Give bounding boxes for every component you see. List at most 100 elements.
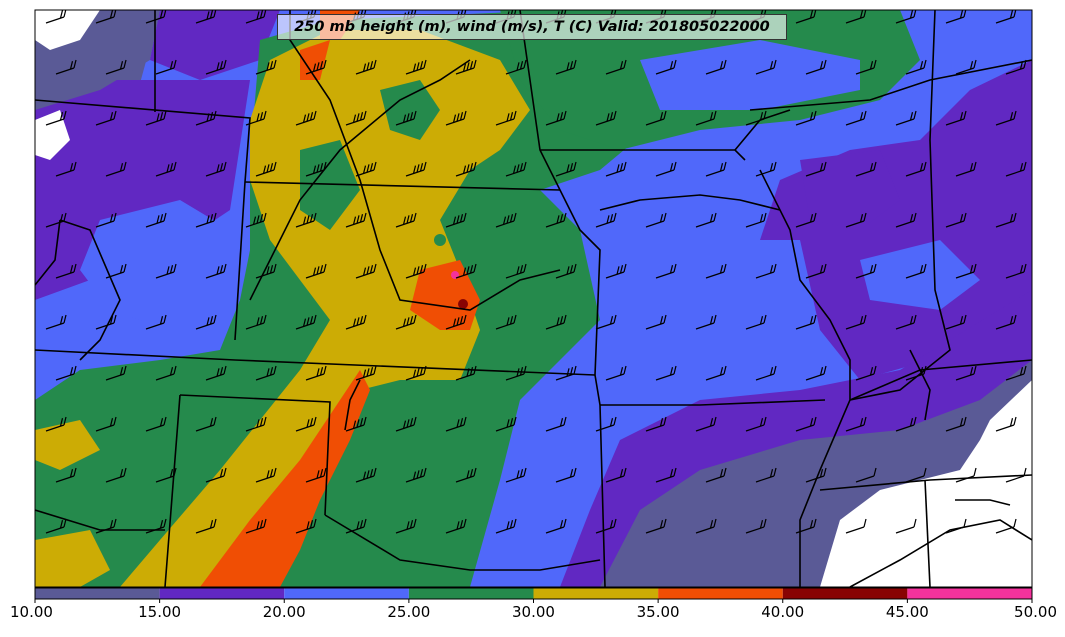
wind-barb-icon [705, 161, 727, 177]
wind-barb-icon [745, 416, 767, 432]
wind-barb-icon [605, 263, 627, 279]
wind-barb-icon [655, 365, 677, 381]
wind-barb-icon [245, 10, 267, 24]
wind-barb-icon [45, 110, 67, 126]
wind-barb-icon [955, 161, 977, 177]
wind-barb-icon [895, 110, 917, 126]
wind-barb-icon [145, 416, 167, 432]
wind-barb-icon [855, 467, 877, 483]
wind-barb-icon [855, 161, 877, 177]
wind-barb-icon [105, 59, 127, 75]
wind-barb-icon [495, 212, 517, 228]
wind-barb-icon [745, 212, 767, 228]
wind-barb-icon [1005, 467, 1027, 483]
wind-barb-icon [905, 59, 927, 75]
wind-barb-icon [755, 365, 777, 381]
wind-barb-icon [705, 365, 727, 381]
wind-barb-icon [655, 59, 677, 75]
wind-barb-icon [405, 161, 427, 177]
wind-barb-icon [1005, 161, 1027, 177]
wind-barb-icon [355, 263, 377, 279]
wind-barb-icon [355, 467, 377, 483]
wind-barb-icon [755, 467, 777, 483]
wind-barb-icon [605, 59, 627, 75]
wind-barb-icon [705, 467, 727, 483]
wind-barb-icon [995, 518, 1017, 534]
wind-barb-icon [95, 212, 117, 228]
wind-barb-icon [655, 467, 677, 483]
wind-barb-icon [105, 467, 127, 483]
wind-barb-icon [395, 416, 417, 432]
wind-barb-icon [155, 59, 177, 75]
wind-barb-icon [295, 518, 317, 534]
wind-barb-icon [55, 161, 77, 177]
wind-barb-icon [945, 518, 967, 534]
colorbar-tick-label: 40.00 [761, 603, 804, 621]
wind-barb-icon [695, 518, 717, 534]
wind-barb-icon [595, 212, 617, 228]
wind-barb-icon [345, 314, 367, 330]
wind-barb-icon [295, 314, 317, 330]
wind-barb-icon [355, 59, 377, 75]
wind-barb-icon [655, 263, 677, 279]
wind-barb-icon [295, 110, 317, 126]
wind-barb-icon [95, 314, 117, 330]
wind-barb-icon [255, 161, 277, 177]
wind-barb-icon [855, 59, 877, 75]
wind-barb-icon [545, 110, 567, 126]
wind-barb-icon [805, 467, 827, 483]
wind-barb-icon [505, 59, 527, 75]
wind-barb-icon [905, 365, 927, 381]
wind-barb-icon [545, 416, 567, 432]
wind-barb-icon [455, 263, 477, 279]
wind-barb-icon [145, 518, 167, 534]
wind-barb-icon [995, 212, 1017, 228]
wind-barb-icon [555, 59, 577, 75]
wind-barb-icon [755, 161, 777, 177]
wind-barb-icon [795, 212, 817, 228]
colorbar-bin [782, 588, 908, 599]
colorbar-bin [408, 588, 534, 599]
wind-barb-icon [305, 59, 327, 75]
wind-barb-icon [245, 518, 267, 534]
wind-barb-icon [445, 416, 467, 432]
wind-barb-icon [295, 212, 317, 228]
wind-barb-icon [955, 365, 977, 381]
wind-barb-icon [645, 518, 667, 534]
map-frame [34, 9, 1033, 588]
colorbar-tick-label: 35.00 [637, 603, 680, 621]
wind-barb-icon [405, 365, 427, 381]
wind-barb-icon [495, 416, 517, 432]
wind-barb-icon [695, 212, 717, 228]
wind-barb-icon [245, 110, 267, 126]
wind-barb-icon [905, 467, 927, 483]
wind-barb-icon [255, 467, 277, 483]
wind-barb-icon [805, 161, 827, 177]
wind-barb-icon [345, 416, 367, 432]
wind-barb-icon [945, 416, 967, 432]
wind-barb-icon [155, 263, 177, 279]
wind-barbs [45, 10, 1027, 534]
wind-barb-icon [905, 263, 927, 279]
map-title: 250 mb height (m), wind (m/s), T (C) Val… [277, 14, 787, 40]
colorbar-tick-label: 25.00 [387, 603, 430, 621]
wind-barb-icon [755, 59, 777, 75]
wind-barb-icon [395, 518, 417, 534]
wind-barb-icon [895, 314, 917, 330]
wind-barb-icon [205, 263, 227, 279]
wind-barb-icon [455, 59, 477, 75]
wind-barb-icon [505, 263, 527, 279]
wind-barb-icon [995, 416, 1017, 432]
wind-barb-icon [545, 518, 567, 534]
colorbar-bin [658, 588, 783, 599]
wind-barb-icon [605, 365, 627, 381]
wind-barb-icon [95, 110, 117, 126]
wind-barb-icon [305, 263, 327, 279]
wind-barb-icon [445, 212, 467, 228]
wind-barb-icon [255, 263, 277, 279]
wind-barb-icon [845, 518, 867, 534]
wind-barb-icon [755, 263, 777, 279]
wind-barb-icon [745, 314, 767, 330]
wind-barb-icon [55, 365, 77, 381]
wind-barb-icon [695, 416, 717, 432]
